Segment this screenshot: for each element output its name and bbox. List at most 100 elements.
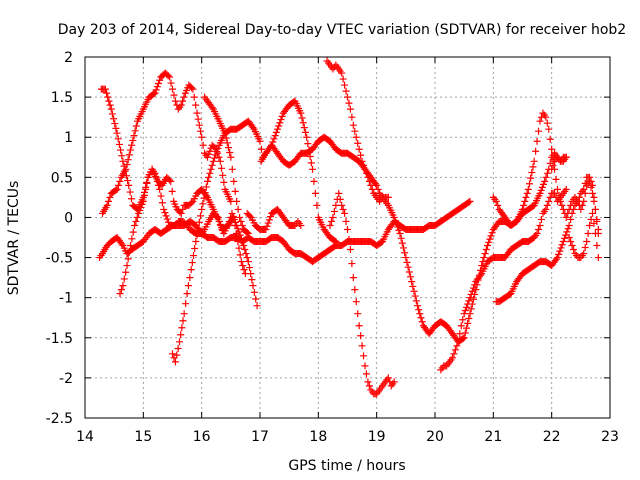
data-point [143,179,151,187]
data-point [179,97,187,105]
data-point [157,192,165,200]
data-point [169,85,176,93]
x-tick-label: 22 [543,429,561,445]
data-point [580,250,588,258]
data-point [418,318,426,326]
data-point [114,135,122,143]
data-point [152,86,160,94]
data-point [563,228,571,236]
data-point [471,281,479,289]
data-point [256,137,264,145]
data-point [236,251,244,259]
x-tick-label: 15 [134,429,152,445]
data-point [367,181,375,189]
data-point [226,148,234,156]
data-point [567,215,575,223]
data-point [589,189,596,197]
data-point [304,140,312,148]
data-point [197,127,204,135]
data-point [237,258,245,266]
data-point [242,250,250,258]
data-point [249,282,257,290]
data-point [556,247,564,255]
data-point [238,221,246,229]
y-tick-label: -1.5 [46,331,73,347]
data-point [165,176,173,184]
data-point [526,180,533,188]
x-tick-label: 23 [601,429,619,445]
data-point [394,223,402,231]
data-point [477,271,484,279]
data-point [417,314,425,322]
data-point [559,238,567,246]
y-axis-label: SDTVAR / TECUs [6,181,22,296]
data-point [127,195,135,203]
data-point [276,119,284,127]
data-point [253,302,261,310]
data-point [590,197,598,205]
data-point [137,203,145,211]
data-point [459,316,467,324]
data-point [244,229,252,237]
data-point [225,217,233,225]
data-points [96,57,602,398]
data-point [536,221,544,229]
data-point [407,273,414,281]
data-point [214,144,222,152]
data-point [570,246,578,254]
data-point [545,197,553,205]
data-point [480,254,488,262]
data-point [156,185,164,193]
data-point [222,134,230,142]
x-axis-label: GPS time / hours [288,458,405,474]
data-point [344,225,351,233]
data-point [103,89,111,97]
data-point [207,165,215,173]
data-point [528,169,536,177]
data-point [164,72,172,80]
data-point [223,139,231,147]
data-point [112,186,120,194]
data-point [243,228,251,236]
data-point [564,225,572,233]
data-point [116,177,124,185]
data-point [132,122,140,130]
data-point [306,152,314,160]
data-point [117,286,125,294]
data-point [186,274,194,282]
data-point [492,197,500,205]
data-point [271,132,279,140]
data-point [155,79,162,87]
data-point [205,150,213,158]
data-point [110,115,118,123]
chart-title: Day 203 of 2014, Sidereal Day-to-day VTE… [58,22,626,38]
data-point [311,189,319,197]
data-point [124,255,132,263]
data-point [234,225,242,233]
data-point [218,164,225,172]
data-point [396,229,404,237]
data-point [302,128,309,136]
data-point [584,229,592,237]
data-point [213,148,221,156]
data-point [188,199,196,207]
data-point [593,242,601,250]
data-point [540,180,547,188]
data-point [303,133,311,141]
data-point [220,178,228,186]
data-point [403,258,411,266]
x-tick-label: 16 [193,429,211,445]
data-point [299,119,307,127]
data-point [351,127,359,135]
data-point [354,139,362,147]
data-point [482,246,490,254]
data-point [216,157,224,165]
data-point [372,180,379,188]
data-point [197,212,204,220]
grid [85,57,610,418]
data-point [587,183,595,191]
data-point [188,84,196,92]
data-point [364,173,372,181]
data-point [201,189,209,197]
data-point [176,338,183,346]
